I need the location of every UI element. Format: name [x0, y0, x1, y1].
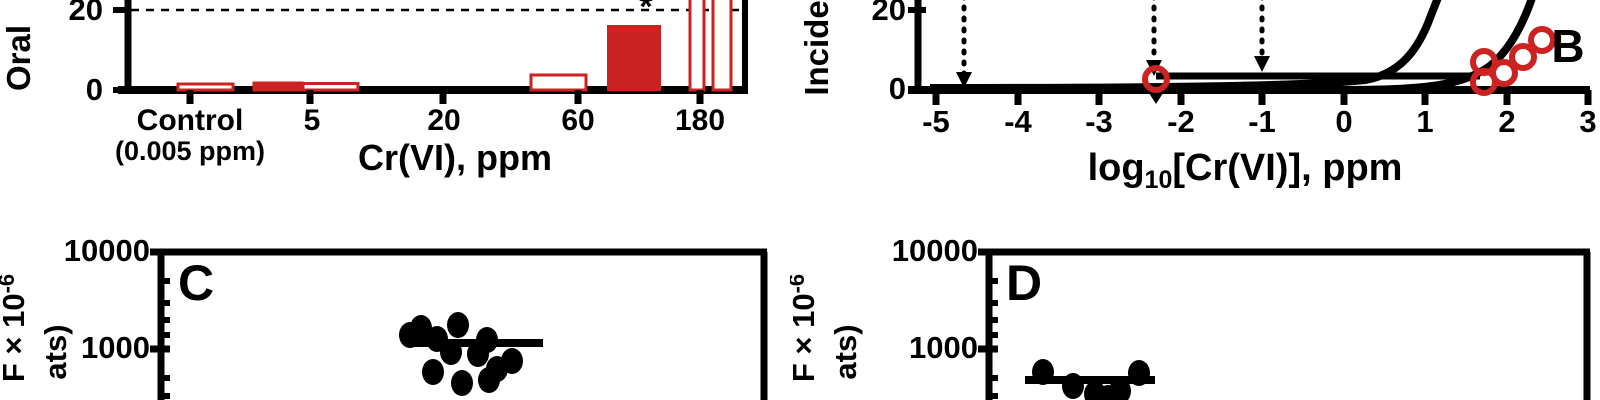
data-point [501, 348, 523, 374]
panel-c-ylabel-line1: F × 10-6 [0, 274, 31, 382]
panel-d-svg: F × 10-6 ats) 10000 1000 D [790, 233, 1591, 400]
panel-a-significance-marker: * [639, 0, 653, 26]
panel-d-ytick-10000: 10000 [892, 233, 978, 268]
panel-b-axis-triangle-marker [1147, 90, 1165, 104]
panel-b-arrow-3 [1254, 0, 1270, 72]
data-point-1 [1142, 65, 1170, 93]
panel-d-ytick-1000: 1000 [909, 330, 978, 365]
panel-b-data-markers [1142, 26, 1556, 96]
panel-a-svg: Oral 20 0 [0, 0, 748, 178]
data-point [478, 367, 500, 393]
panel-a-xtick-label-60: 60 [561, 104, 594, 137]
panel-c-ylabel-text: F × 10 [0, 293, 31, 382]
data-point [1097, 385, 1119, 400]
panel-c-minor-ticks [158, 278, 170, 399]
panel-b-letter: B [1551, 20, 1584, 72]
panel-c-ytick-1000: 1000 [81, 330, 150, 365]
panel-b-curve-steep-secondary [1349, 0, 1536, 94]
panel-b-xlabel-sub: 10 [1145, 166, 1173, 194]
panel-c-ylabel-sup: -6 [0, 274, 19, 294]
panel-b-xtick-label-2: 2 [1498, 104, 1515, 139]
panel-d: F × 10-6 ats) 10000 1000 D [790, 228, 1600, 400]
panel-b-xlabel-tail: [Cr(VI)], ppm [1172, 147, 1402, 189]
panel-b-xtick-label--4: -4 [1004, 104, 1032, 139]
bar-control-open [176, 82, 235, 92]
panel-b-xtick-label--3: -3 [1085, 104, 1113, 139]
panel-b-ytick-20: 20 [872, 0, 906, 27]
data-point [467, 341, 489, 367]
panel-b-xtick-label-1: 1 [1416, 104, 1433, 139]
panel-b-xtick-label--5: -5 [922, 104, 950, 139]
data-point [447, 312, 469, 338]
panel-c-ytick-10000: 10000 [64, 233, 150, 268]
panel-b-ylabel: Incide [798, 0, 835, 95]
panel-a: Oral 20 0 [0, 0, 780, 200]
panel-b-xtick-label-0: 0 [1335, 104, 1352, 139]
data-point [1032, 359, 1054, 385]
panel-b: Incide 20 0 -5 -4 [790, 0, 1600, 200]
panel-a-ytick-0: 0 [86, 72, 103, 107]
panel-c: F × 10-6 ats) 10000 1000 C [0, 228, 780, 400]
panel-b-xtick-label--2: -2 [1167, 104, 1195, 139]
panel-a-xtick-label-control: Control [137, 104, 244, 137]
panel-b-ytick-0: 0 [889, 71, 906, 106]
panel-a-ylabel: Oral [0, 25, 37, 91]
bar-5-open [301, 82, 360, 92]
panel-a-xtick-label-20: 20 [427, 104, 460, 137]
panel-c-ylabel-line2: ats) [38, 324, 73, 379]
panel-b-arrow-2 [1146, 0, 1162, 76]
bar-180-solid [607, 25, 661, 91]
bar-60-open [529, 73, 588, 92]
panel-d-ylabel-text: F × 10 [790, 293, 821, 382]
panel-a-xlabel: Cr(VI), ppm [358, 137, 552, 178]
panel-a-ytick-20: 20 [69, 0, 103, 27]
panel-a-xtick-label-5: 5 [304, 104, 321, 137]
bar-offscale-open-2 [711, 0, 733, 92]
panel-c-data-points [399, 312, 523, 396]
panel-b-svg: Incide 20 0 -5 -4 [798, 0, 1597, 194]
bar-5-solid [252, 81, 304, 92]
bar-offscale-open-1 [688, 0, 706, 92]
data-point [1062, 373, 1084, 399]
panel-d-ylabel-line2: ats) [828, 324, 863, 379]
panel-b-xlabel: log10[Cr(VI)], ppm [1088, 147, 1403, 194]
panel-d-ylabel-line1: F × 10-6 [790, 274, 821, 382]
data-point [399, 322, 421, 348]
data-point [422, 359, 444, 385]
panel-b-xlabel-log: log [1088, 147, 1145, 189]
data-point-4 [1490, 59, 1518, 87]
data-point [440, 339, 462, 365]
data-point-6 [1528, 26, 1556, 54]
data-point-5 [1509, 43, 1537, 71]
panel-b-curve-steep [929, 0, 1442, 92]
data-point [451, 370, 473, 396]
data-point [1128, 360, 1150, 386]
panel-c-letter: C [178, 255, 214, 311]
panel-d-ylabel-sup: -6 [790, 274, 809, 294]
panel-b-arrow-1 [956, 0, 972, 88]
panel-c-svg: F × 10-6 ats) 10000 1000 C [0, 233, 768, 400]
panel-b-xtick-label-3: 3 [1579, 104, 1596, 139]
panel-d-data-points [1032, 359, 1150, 400]
panel-d-minor-ticks [986, 278, 998, 399]
panel-d-letter: D [1006, 255, 1042, 311]
panel-b-xtick-label--1: -1 [1248, 104, 1276, 139]
panel-a-xtick-label-180: 180 [675, 104, 725, 137]
panel-b-xtick-marks [932, 90, 1592, 105]
panel-a-xtick-sublabel: (0.005 ppm) [115, 136, 265, 166]
